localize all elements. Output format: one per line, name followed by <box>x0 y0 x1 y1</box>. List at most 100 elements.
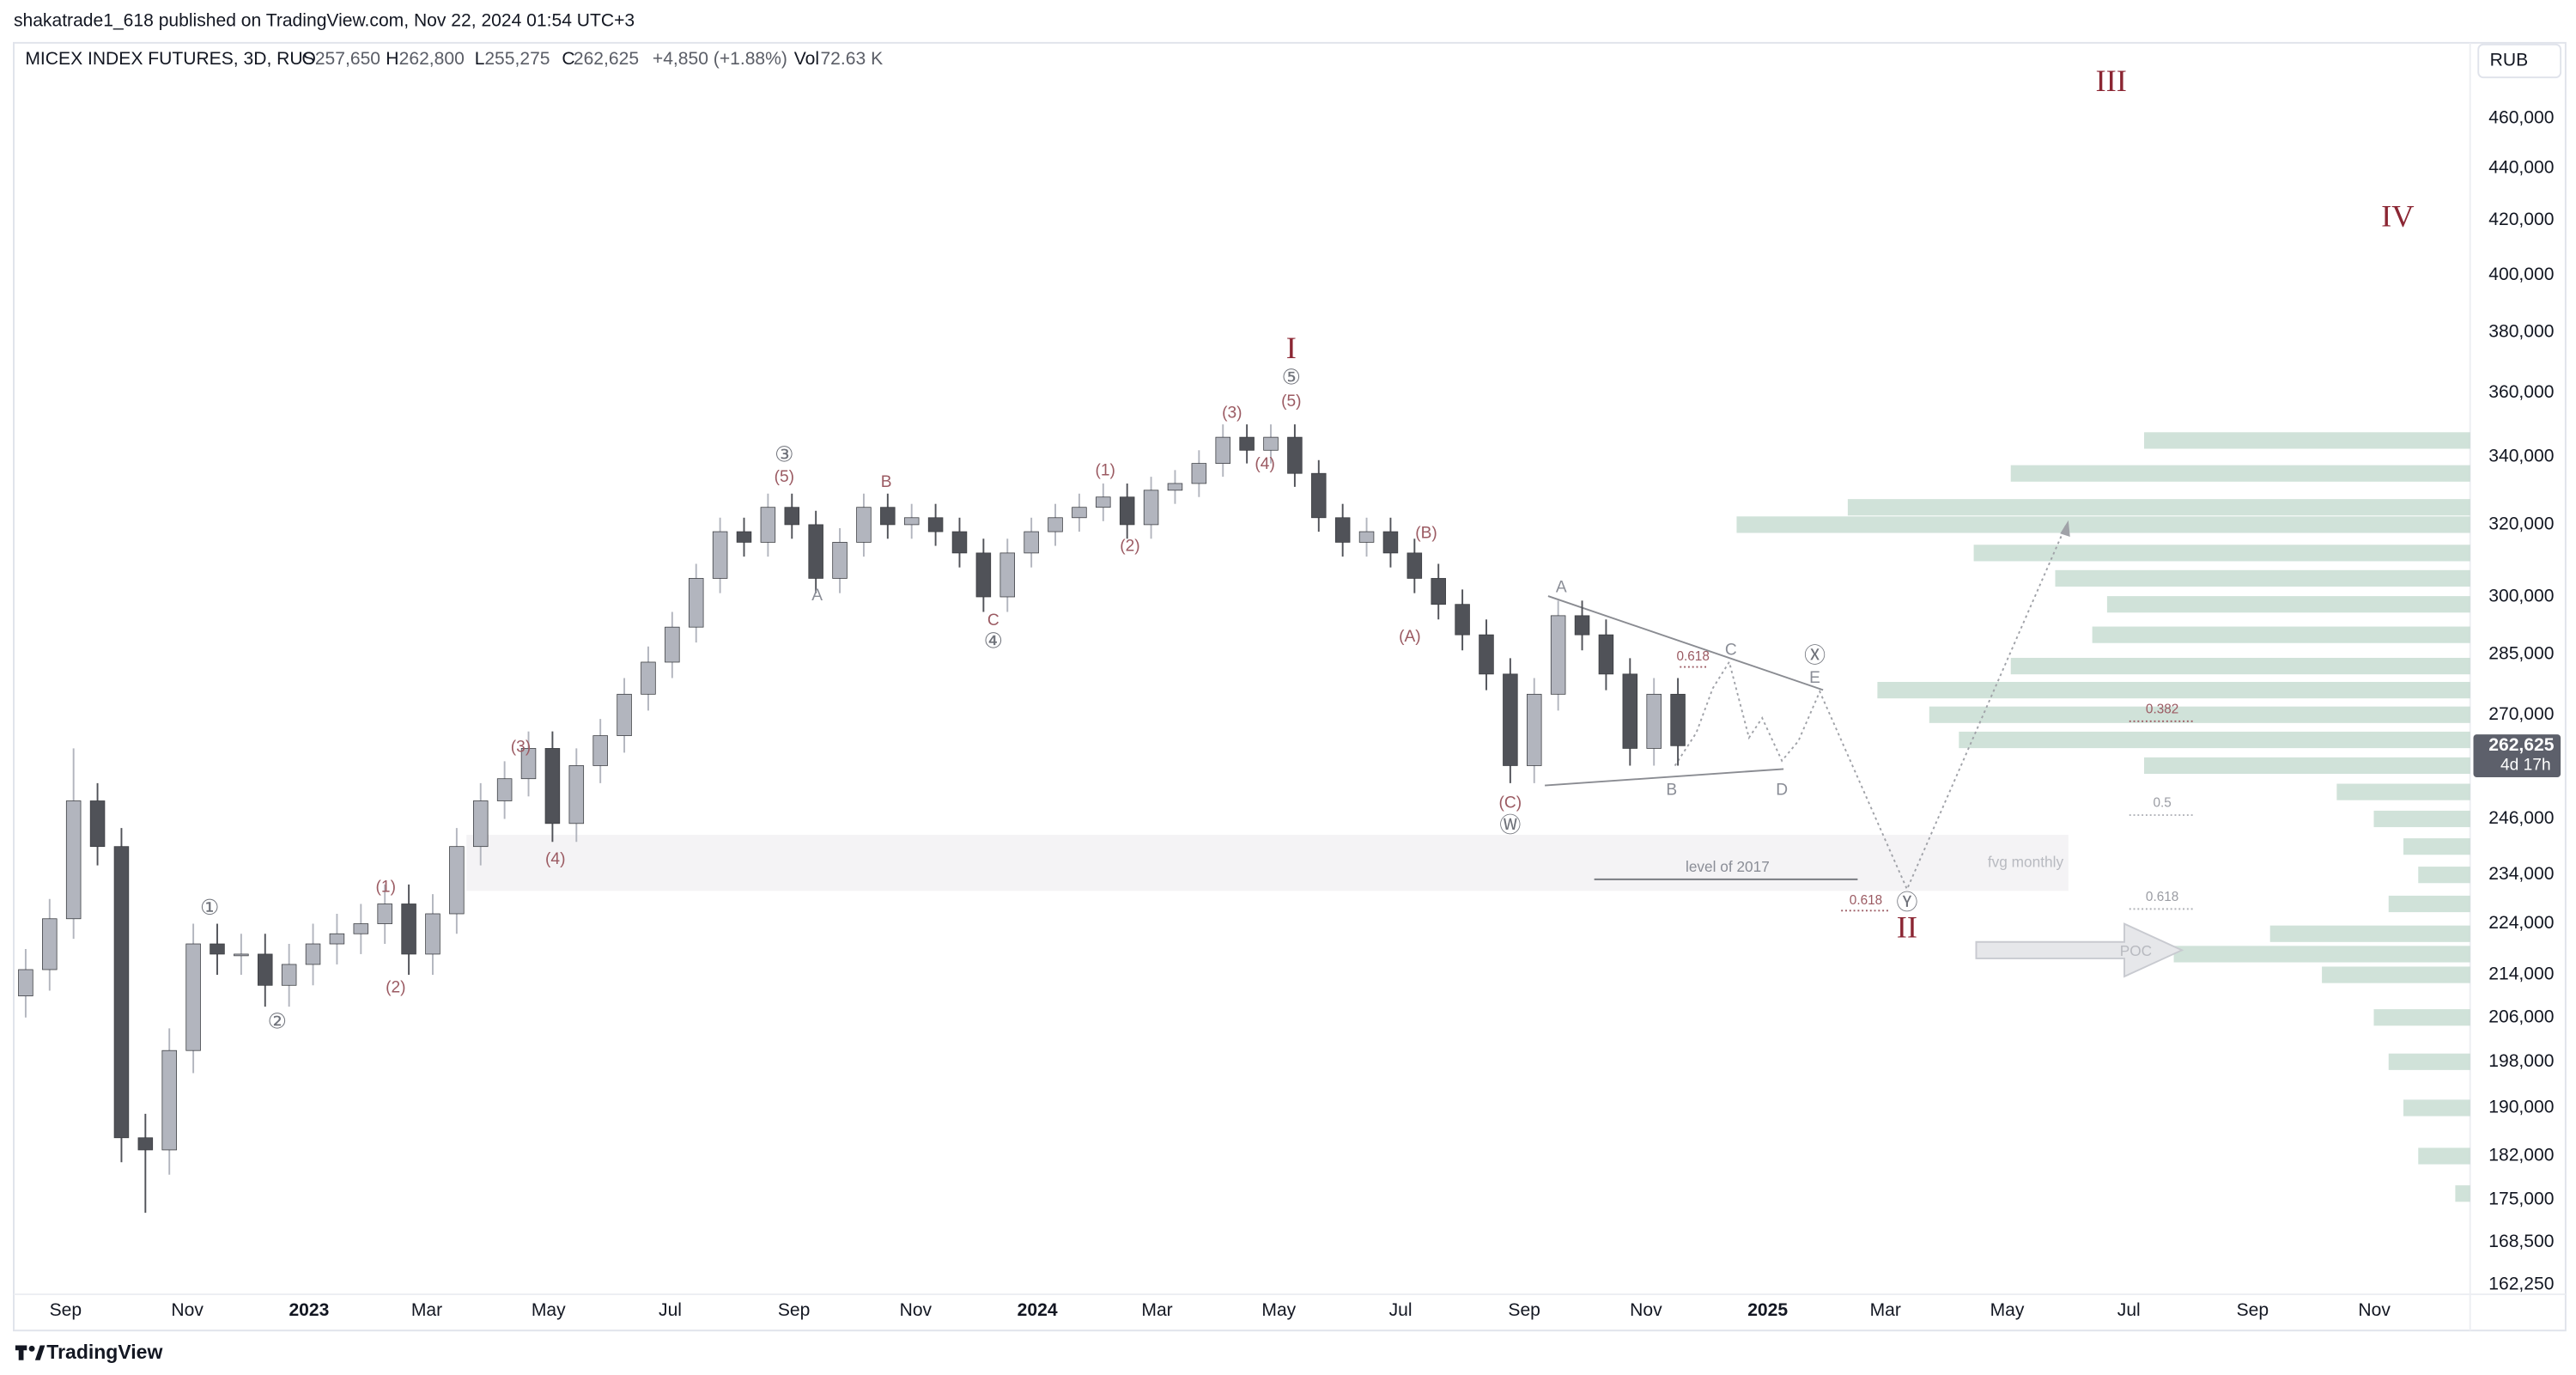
triangle-lower <box>1545 768 1784 787</box>
volume-profile <box>1736 432 2470 1202</box>
profile-bar <box>1973 545 2470 562</box>
wave-label: 0.618 <box>2146 890 2178 904</box>
candle-body <box>903 517 920 526</box>
wave-label: ③ <box>775 443 793 467</box>
profile-bar <box>1736 516 2470 533</box>
wave-label: B <box>881 473 892 491</box>
wave-label: ④ <box>984 629 1003 653</box>
x-tick-label: May <box>1261 1300 1296 1320</box>
y-tick-label: 198,000 <box>2488 1051 2554 1071</box>
x-tick-label: Sep <box>1508 1300 1540 1320</box>
fvg-zone <box>466 835 2069 891</box>
projection-path <box>1674 523 2068 891</box>
x-tick-label: Nov <box>900 1300 933 1320</box>
candle-body <box>665 626 680 663</box>
poc-arrow <box>1975 922 2184 978</box>
candle-body <box>520 748 537 780</box>
x-tick-label: Jul <box>1389 1300 1413 1320</box>
wave-label: (2) <box>1120 538 1139 556</box>
price-badge-countdown: 4d 17h <box>2500 757 2551 775</box>
candle-body <box>1479 634 1494 675</box>
currency-label[interactable]: RUB <box>2490 51 2529 70</box>
x-tick-label: Nov <box>1630 1300 1662 1320</box>
wave-label: (4) <box>1255 455 1274 473</box>
x-tick-label: Mar <box>1141 1300 1172 1320</box>
ohlc-key: H <box>386 49 398 69</box>
wave-label: ① <box>200 896 219 920</box>
candle-body <box>42 918 58 970</box>
published-note: shakatrade1_618 published on TradingView… <box>14 11 635 31</box>
axes: 460,000 440,000 420,000 400,000 380,000 360,0… <box>50 108 2555 1320</box>
candle-body <box>473 800 489 848</box>
wave-label: Ⓧ <box>1804 644 1826 668</box>
candle-body <box>1048 517 1063 532</box>
projection-arrowhead <box>2060 520 2070 538</box>
candle-body <box>568 765 585 824</box>
wave-label: E <box>1809 669 1820 687</box>
candle-body <box>113 846 130 1139</box>
candle-body <box>1334 517 1351 543</box>
candle-body <box>1455 604 1470 636</box>
candle-body <box>1096 496 1111 508</box>
wave-label: ② <box>268 1009 287 1033</box>
candle-body <box>1119 496 1135 526</box>
logo-part <box>34 1345 46 1360</box>
wave-label: (C) <box>1499 794 1522 812</box>
profile-bar <box>2055 569 2470 587</box>
profile-bar <box>2373 810 2470 828</box>
candle-body <box>951 531 968 554</box>
profile-bar <box>1929 706 2470 723</box>
logo-part <box>28 1345 35 1352</box>
wave-label: I <box>1286 331 1297 365</box>
logo-part <box>18 1345 24 1360</box>
candle-body <box>1431 578 1446 605</box>
y-tick-label: 162,250 <box>2488 1274 2554 1293</box>
wave-label: ⑤ <box>1282 366 1301 390</box>
wave-label: II <box>1897 910 1917 945</box>
candle-body <box>592 735 608 766</box>
x-tick-label: Nov <box>171 1300 204 1320</box>
candle-body <box>281 964 297 986</box>
x-tick-label: May <box>532 1300 566 1320</box>
profile-bar <box>2418 867 2470 884</box>
candle-body <box>927 517 944 532</box>
wave-label: (5) <box>775 468 794 486</box>
wave-label: fvg monthly <box>1988 853 2064 870</box>
x-tick-label: Sep <box>50 1300 82 1320</box>
x-tick-label: Mar <box>1870 1300 1901 1320</box>
candle-body <box>1622 673 1638 749</box>
y-tick-label: 206,000 <box>2488 1007 2554 1026</box>
wave-label: IV <box>2381 198 2414 233</box>
y-tick-label: 320,000 <box>2488 514 2554 533</box>
wave-label: (3) <box>1222 404 1242 422</box>
candle-body <box>1072 507 1087 519</box>
brand-name: TradingView <box>46 1341 162 1363</box>
wave-label: 0.618 <box>1850 893 1882 908</box>
profile-bar <box>2173 946 2470 963</box>
profile-bar <box>2388 1053 2470 1070</box>
candle-body <box>449 846 465 915</box>
candle-body <box>1311 472 1327 519</box>
profile-bar <box>2092 626 2470 643</box>
candle-body <box>1239 436 1255 451</box>
y-tick-label: 182,000 <box>2488 1146 2554 1165</box>
y-tick-label: 340,000 <box>2488 446 2554 465</box>
wave-label: III <box>2095 64 2126 98</box>
y-tick-label: 380,000 <box>2488 322 2554 342</box>
wave-label: C <box>987 611 999 630</box>
candle-body <box>641 661 656 695</box>
profile-bar <box>2418 1147 2470 1165</box>
change: +4,850 (+1.88%) <box>653 49 787 69</box>
candle-body <box>832 542 848 579</box>
candle-body <box>137 1137 154 1151</box>
x-tick-label: Nov <box>2358 1300 2391 1320</box>
profile-bar <box>2336 783 2470 800</box>
profile-bar <box>1847 499 2470 516</box>
wave-label: (1) <box>376 879 396 897</box>
x-tick-label: May <box>1990 1300 2025 1320</box>
candle-body <box>808 524 823 579</box>
y-tick-label: 168,500 <box>2488 1232 2554 1251</box>
wave-label: 0.382 <box>2146 702 2178 716</box>
currency-button[interactable] <box>2477 43 2562 79</box>
